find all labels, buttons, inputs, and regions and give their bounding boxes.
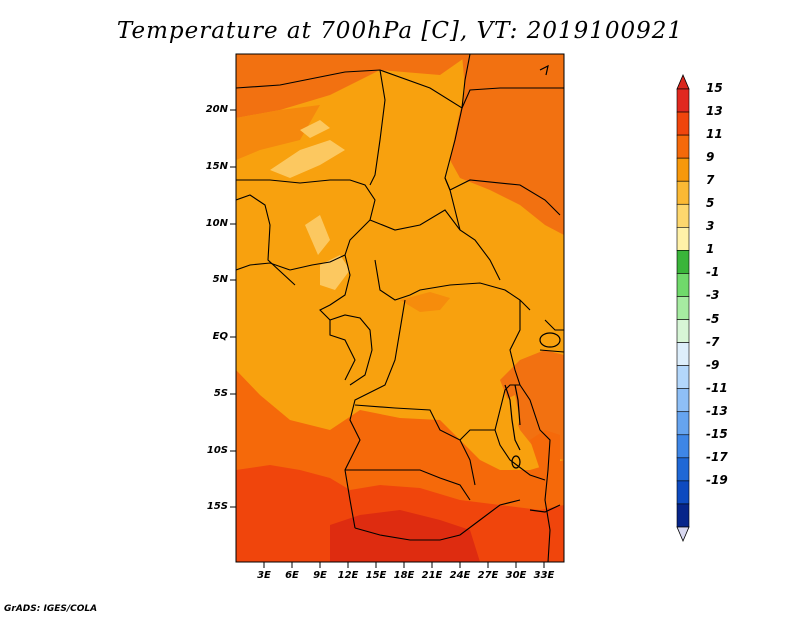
lon-ticks bbox=[263, 562, 545, 568]
lat-label-5s: 5S bbox=[213, 388, 228, 399]
colorbar-band bbox=[676, 388, 690, 413]
colorbar-label: 5 bbox=[706, 196, 715, 211]
colorbar-band bbox=[676, 480, 690, 505]
colorbar-band bbox=[676, 111, 690, 136]
colorbar-band bbox=[676, 342, 690, 366]
lat-label-20n: 20N bbox=[205, 104, 228, 115]
colorbar-bottom-cap bbox=[676, 526, 690, 543]
colorbar-band bbox=[676, 157, 690, 182]
colorbar-label: -19 bbox=[706, 472, 728, 487]
colorbar-band bbox=[676, 434, 690, 459]
lat-label-5n: 5N bbox=[212, 274, 228, 285]
lon-label-12e: 12E bbox=[337, 570, 359, 581]
colorbar-label: 9 bbox=[706, 150, 715, 165]
colorbar-band bbox=[676, 296, 690, 320]
lat-label-15s: 15S bbox=[206, 501, 228, 512]
colorbar-band bbox=[676, 273, 690, 297]
map-title: Temperature at 700hPa [C], VT: 201910092… bbox=[116, 18, 684, 44]
colorbar-label: -3 bbox=[706, 288, 720, 303]
lon-label-3e: 3E bbox=[257, 570, 271, 581]
colorbar-label: 11 bbox=[706, 127, 723, 142]
colorbar-label: 3 bbox=[706, 219, 715, 234]
colorbar-band bbox=[676, 411, 690, 436]
footer-credit: GrADS: IGES/COLA bbox=[4, 604, 98, 614]
colorbar-band bbox=[676, 88, 690, 113]
lakes bbox=[504, 64, 561, 513]
colorbar-band bbox=[676, 227, 690, 251]
colorbar-top-cap bbox=[676, 73, 690, 90]
colorbar-band bbox=[676, 134, 690, 159]
colorbar-band bbox=[676, 319, 690, 343]
lon-label-18e: 18E bbox=[393, 570, 415, 581]
colorbar-band bbox=[676, 250, 690, 274]
colorbar-band bbox=[676, 203, 690, 228]
lat-label-eq: EQ bbox=[212, 331, 228, 342]
colorbar-band bbox=[676, 365, 690, 389]
country-borders bbox=[236, 54, 564, 562]
lat-label-10s: 10S bbox=[206, 445, 228, 456]
temperature-field bbox=[236, 54, 564, 562]
colorbar-label: -17 bbox=[706, 449, 728, 464]
lon-label-27e: 27E bbox=[477, 570, 499, 581]
lat-ticks bbox=[230, 109, 236, 508]
map-frame bbox=[235, 53, 565, 563]
colorbar-label: 7 bbox=[706, 173, 715, 188]
colorbar-band bbox=[676, 457, 690, 482]
lon-label-24e: 24E bbox=[449, 570, 471, 581]
lon-label-15e: 15E bbox=[365, 570, 387, 581]
colorbar-label: -1 bbox=[706, 265, 720, 280]
colorbar-label: -5 bbox=[706, 311, 720, 326]
colorbar-label: -9 bbox=[706, 357, 720, 372]
colorbar-label: 15 bbox=[706, 81, 723, 95]
colorbar-label: 13 bbox=[706, 104, 723, 119]
lon-label-9e: 9E bbox=[313, 570, 327, 581]
colorbar-label: 1 bbox=[706, 242, 715, 257]
colorbar-label: -15 bbox=[706, 426, 728, 441]
colorbar-label: -7 bbox=[706, 334, 720, 349]
lon-label-33e: 33E bbox=[533, 570, 555, 581]
lon-label-30e: 30E bbox=[505, 570, 527, 581]
colorbar-label: -11 bbox=[706, 380, 728, 395]
colorbar-band bbox=[676, 503, 690, 528]
lat-label-10n: 10N bbox=[205, 218, 228, 229]
colorbar-band bbox=[676, 180, 690, 205]
lon-label-21e: 21E bbox=[421, 570, 443, 581]
lat-label-15n: 15N bbox=[205, 161, 228, 172]
lon-label-6e: 6E bbox=[285, 570, 299, 581]
colorbar bbox=[676, 73, 690, 543]
colorbar-label: -13 bbox=[706, 403, 728, 418]
